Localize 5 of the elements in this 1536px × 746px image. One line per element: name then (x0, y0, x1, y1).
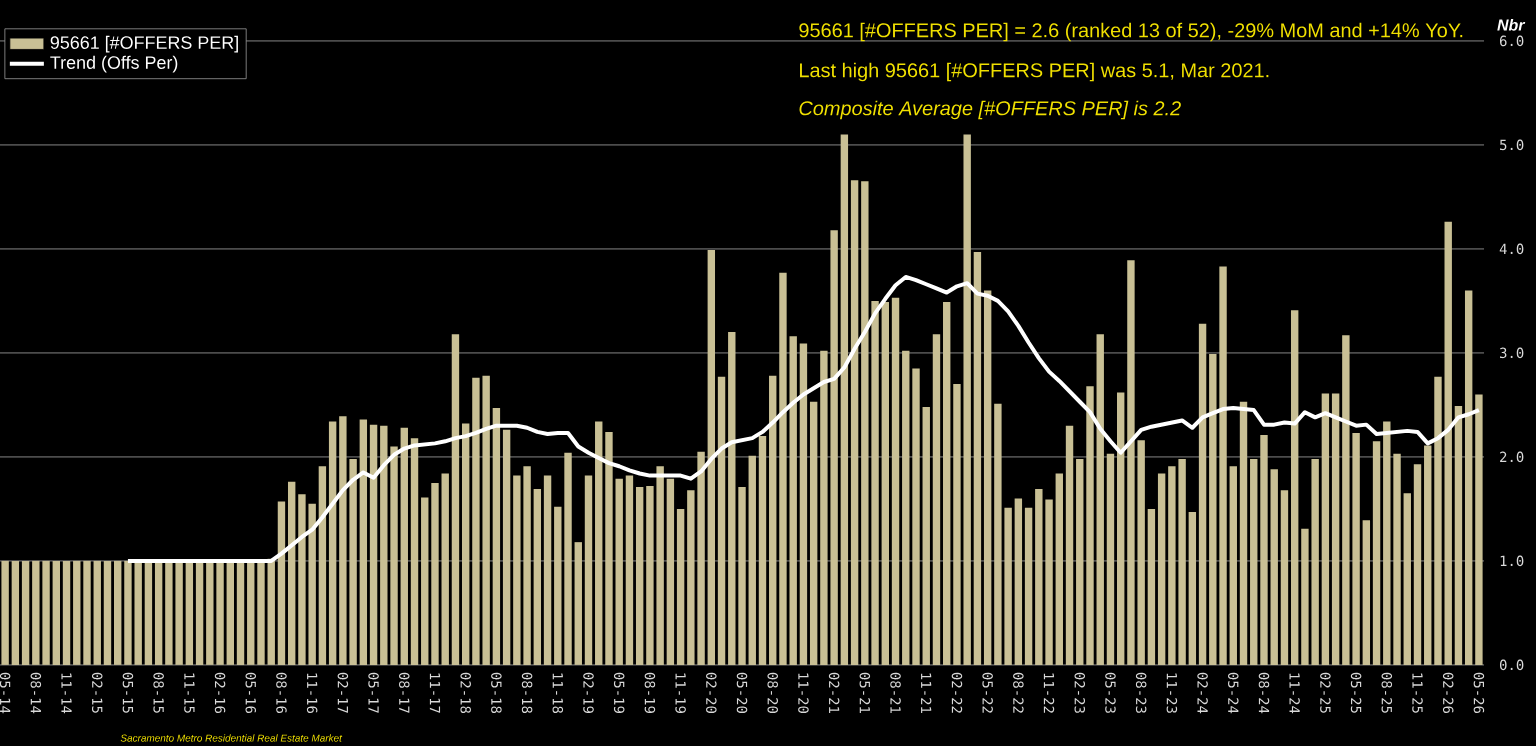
legend-label: 95661 [#OFFERS PER] (50, 35, 238, 53)
annotation: 95661 [#OFFERS PER] = 2.6 (ranked 13 of 52), -29% MoM and +14% YoY. (799, 22, 1463, 42)
annotation: Composite Average [#OFFERS PER] is 2.2 (799, 100, 1181, 120)
annotation: Last high 95661 [#OFFERS PER] was 5.1, Mar 2021. (800, 62, 1269, 82)
legend-label: Trend (Offs Per) (50, 55, 178, 73)
